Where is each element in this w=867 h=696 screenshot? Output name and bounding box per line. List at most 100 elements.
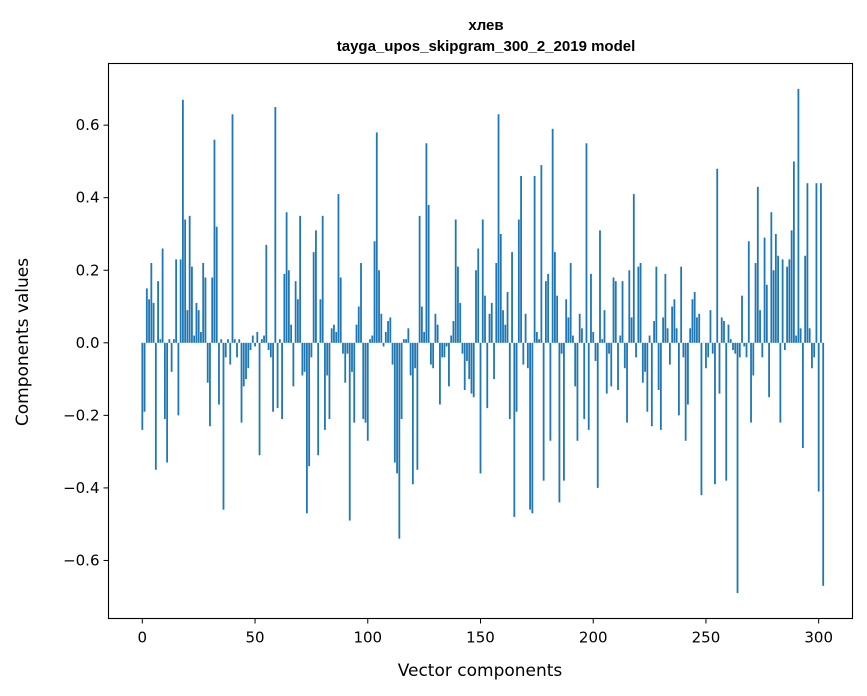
- bar: [285, 212, 288, 343]
- bar: [380, 313, 383, 343]
- bar: [213, 139, 216, 343]
- bar: [420, 306, 423, 343]
- bar: [723, 321, 725, 343]
- x-tick-label: 200: [579, 629, 608, 647]
- bar: [738, 342, 741, 358]
- bar: [256, 331, 259, 343]
- bar: [517, 219, 520, 343]
- bar: [797, 88, 800, 343]
- bar: [328, 342, 331, 419]
- bar: [439, 342, 441, 405]
- bar: [197, 310, 200, 343]
- bar: [513, 342, 516, 517]
- bar: [247, 342, 250, 369]
- bar: [641, 342, 644, 383]
- bar: [687, 342, 689, 405]
- bar: [700, 342, 703, 496]
- bar: [224, 342, 227, 358]
- bar: [808, 328, 811, 343]
- bar: [292, 342, 295, 387]
- bar: [614, 281, 617, 343]
- bar: [693, 292, 696, 343]
- bar: [265, 244, 268, 343]
- bar: [689, 328, 692, 343]
- bar: [587, 342, 590, 430]
- bar: [774, 233, 777, 343]
- bar: [337, 194, 340, 343]
- bar: [299, 215, 302, 343]
- bar: [558, 342, 561, 503]
- y-tick-label: 0.2: [76, 261, 100, 279]
- bar: [630, 317, 633, 343]
- x-axis-label: Vector components: [398, 661, 563, 681]
- bar: [772, 270, 775, 343]
- bar: [623, 342, 626, 369]
- bar: [296, 299, 299, 343]
- bar: [799, 328, 802, 343]
- bar: [427, 204, 430, 343]
- bar: [781, 259, 784, 343]
- bar: [166, 342, 169, 463]
- bar: [648, 335, 651, 343]
- bar: [646, 342, 649, 412]
- bar: [445, 342, 448, 347]
- bar: [736, 342, 739, 594]
- bar: [581, 328, 583, 343]
- bar: [432, 342, 435, 369]
- bar: [756, 186, 759, 343]
- bar: [763, 237, 766, 343]
- bar: [792, 161, 795, 343]
- y-tick-label: 0.0: [76, 334, 100, 352]
- bar: [795, 335, 798, 343]
- bar: [743, 342, 746, 347]
- bar: [229, 342, 232, 365]
- bar: [768, 342, 770, 398]
- bar: [184, 219, 187, 343]
- bar: [317, 342, 320, 456]
- bar: [554, 252, 556, 343]
- bar: [177, 342, 180, 416]
- bar: [448, 342, 450, 387]
- bar: [321, 215, 324, 343]
- bar: [371, 335, 374, 343]
- bar: [459, 302, 462, 343]
- bar: [315, 230, 317, 343]
- bar: [551, 128, 554, 343]
- bar: [490, 302, 493, 343]
- bar: [387, 321, 389, 343]
- bar: [179, 259, 182, 343]
- x-tick-label: 300: [804, 629, 833, 647]
- bar: [411, 342, 414, 485]
- bar: [441, 342, 444, 358]
- y-tick-label: −0.6: [63, 551, 99, 569]
- bar: [533, 175, 536, 343]
- bar: [188, 215, 191, 343]
- bar: [141, 342, 144, 430]
- bar: [531, 342, 534, 514]
- bar: [215, 226, 218, 343]
- bar: [754, 263, 757, 343]
- bar: [488, 313, 491, 343]
- bar: [486, 342, 489, 409]
- bar: [206, 342, 209, 383]
- bar: [497, 114, 500, 343]
- bar: [759, 310, 761, 343]
- bar: [752, 342, 755, 376]
- bar: [691, 299, 694, 343]
- bar: [294, 281, 297, 343]
- bar: [817, 342, 820, 492]
- bar: [373, 241, 376, 343]
- bar: [308, 342, 311, 467]
- bar: [378, 270, 380, 343]
- bar: [468, 342, 471, 380]
- bar: [732, 342, 734, 351]
- bar: [396, 342, 398, 474]
- y-axis-label: Components values: [13, 258, 33, 426]
- bar: [382, 342, 385, 347]
- bar: [475, 270, 477, 343]
- plot-frame: [107, 62, 854, 620]
- bar: [240, 342, 243, 423]
- bar: [393, 342, 396, 463]
- bar: [504, 324, 507, 343]
- bar: [375, 132, 378, 343]
